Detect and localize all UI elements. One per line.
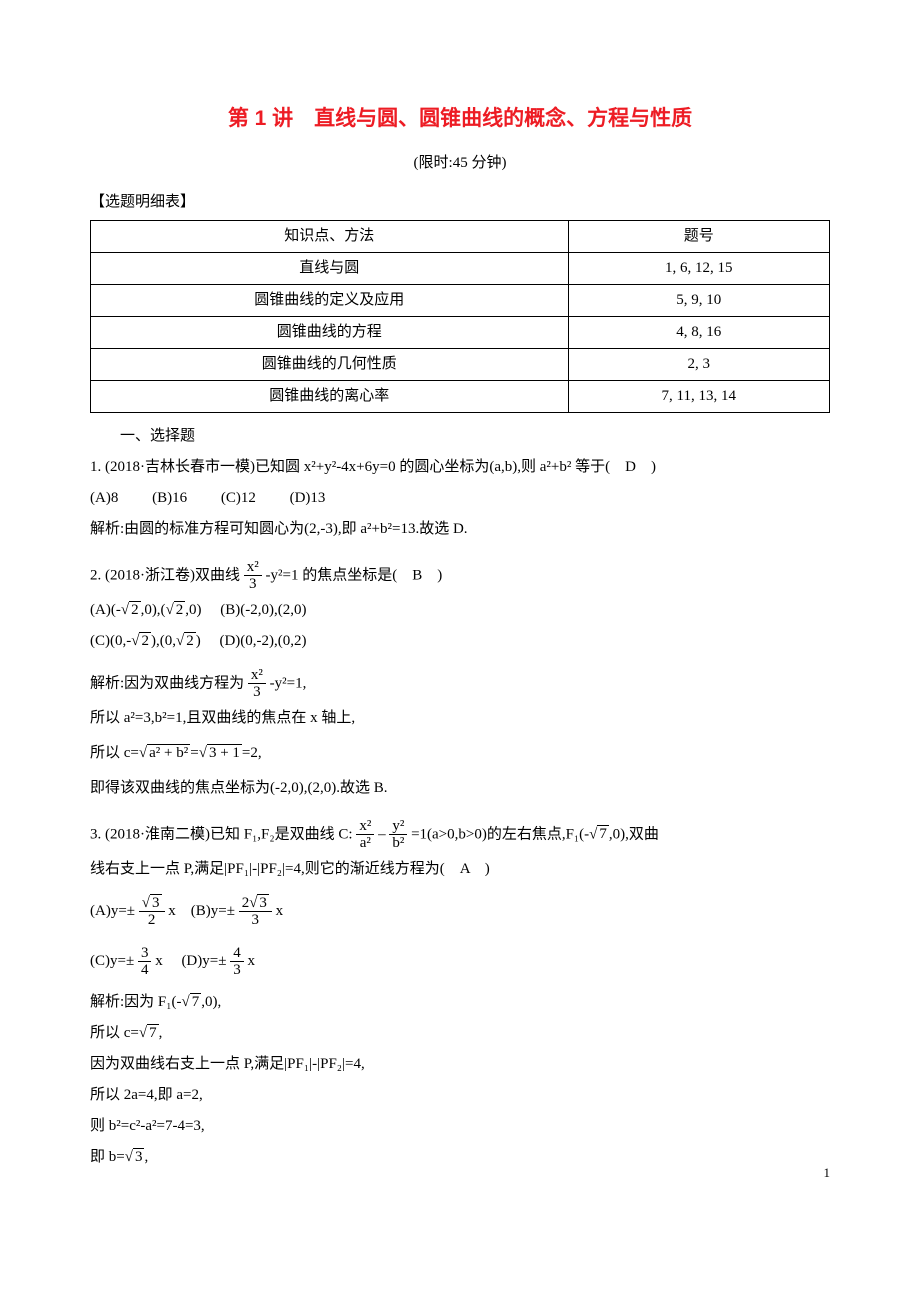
question-2-options-1: (A)(-√2,0),(√2,0) (B)(-2,0),(2,0) — [90, 597, 830, 624]
header-col-2: 题号 — [568, 220, 829, 252]
question-2-options-2: (C)(0,-√2),(0,√2) (D)(0,-2),(0,2) — [90, 628, 830, 655]
table-cell: 2, 3 — [568, 348, 829, 380]
question-3-line2: 线右支上一点 P,满足|PF₁|-|PF₂|=4,则它的渐近线方程为( A ) — [90, 856, 830, 883]
table-cell: 1, 6, 12, 15 — [568, 252, 829, 284]
table-header-row: 知识点、方法 题号 — [91, 220, 830, 252]
table-row: 圆锥曲线的离心率 7, 11, 13, 14 — [91, 380, 830, 412]
q2-frac-den: 3 — [244, 576, 262, 593]
q2-frac-num: x² — [244, 559, 262, 577]
option-c: (C)(0,-√2),(0,√2) — [90, 632, 204, 649]
question-3: 3. (2018·淮南二模)已知 F₁,F₂是双曲线 C: x² a² – y²… — [90, 818, 830, 852]
table-cell: 圆锥曲线的几何性质 — [91, 348, 569, 380]
table-cell: 直线与圆 — [91, 252, 569, 284]
table-row: 直线与圆 1, 6, 12, 15 — [91, 252, 830, 284]
option-d: (D)y=± 4 3 x — [181, 953, 255, 969]
option-d: (D)(0,-2),(0,2) — [219, 633, 306, 649]
q2-fraction: x² 3 — [244, 559, 262, 593]
q3-solution-1: 解析:因为 F₁(-√7,0), — [90, 989, 830, 1016]
q3-solution-5: 则 b²=c²-a²=7-4=3, — [90, 1113, 830, 1140]
q3-solution-4: 所以 2a=4,即 a=2, — [90, 1082, 830, 1109]
question-2: 2. (2018·浙江卷)双曲线 x² 3 -y²=1 的焦点坐标是( B ) — [90, 559, 830, 593]
table-row: 圆锥曲线的定义及应用 5, 9, 10 — [91, 284, 830, 316]
q3-solution-3: 因为双曲线右支上一点 P,满足|PF₁|-|PF₂|=4, — [90, 1051, 830, 1078]
q3-prefix: 3. (2018·淮南二模)已知 F₁,F₂是双曲线 C: — [90, 826, 353, 842]
option-c: (C)12 — [221, 485, 256, 512]
table-cell: 4, 8, 16 — [568, 316, 829, 348]
q3-solution-6: 即 b=√3, — [90, 1144, 830, 1171]
q3-solution-2: 所以 c=√7, — [90, 1020, 830, 1047]
q2-solution-2: 所以 a²=3,b²=1,且双曲线的焦点在 x 轴上, — [90, 705, 830, 732]
question-1-solution: 解析:由圆的标准方程可知圆心为(2,-3),即 a²+b²=13.故选 D. — [90, 516, 830, 543]
q2-solution-3: 所以 c=√a² + b²=√3 + 1=2, — [90, 740, 830, 767]
topic-table: 知识点、方法 题号 直线与圆 1, 6, 12, 15 圆锥曲线的定义及应用 5… — [90, 220, 830, 413]
time-limit: (限时:45 分钟) — [90, 150, 830, 177]
table-cell: 7, 11, 13, 14 — [568, 380, 829, 412]
q2-sol-fraction: x² 3 — [248, 667, 266, 701]
q3-fraction-2: y² b² — [389, 818, 407, 852]
q2-solution-4: 即得该双曲线的焦点坐标为(-2,0),(2,0).故选 B. — [90, 775, 830, 802]
question-1: 1. (2018·吉林长春市一模)已知圆 x²+y²-4x+6y=0 的圆心坐标… — [90, 454, 830, 481]
option-a: (A)y=± √3 2 x — [90, 903, 180, 919]
option-b: (B)y=± 2√3 3 x — [191, 903, 283, 919]
header-col-1: 知识点、方法 — [91, 220, 569, 252]
question-3-options-1: (A)y=± √3 2 x (B)y=± 2√3 3 x — [90, 895, 830, 929]
table-row: 圆锥曲线的几何性质 2, 3 — [91, 348, 830, 380]
table-cell: 5, 9, 10 — [568, 284, 829, 316]
option-a: (A)8 — [90, 485, 118, 512]
option-d: (D)13 — [290, 485, 326, 512]
table-cell: 圆锥曲线的定义及应用 — [91, 284, 569, 316]
q2-prefix: 2. (2018·浙江卷)双曲线 — [90, 567, 240, 583]
page-number: 1 — [824, 1161, 831, 1184]
q2-solution-1: 解析:因为双曲线方程为 x² 3 -y²=1, — [90, 667, 830, 701]
table-row: 圆锥曲线的方程 4, 8, 16 — [91, 316, 830, 348]
q3-fraction-1: x² a² — [356, 818, 374, 852]
option-b: (B)(-2,0),(2,0) — [220, 602, 306, 618]
option-c: (C)y=± 3 4 x — [90, 953, 166, 969]
table-cell: 圆锥曲线的方程 — [91, 316, 569, 348]
section-one-heading: 一、选择题 — [90, 423, 830, 450]
option-b: (B)16 — [152, 485, 187, 512]
q2-suffix: -y²=1 的焦点坐标是( B ) — [266, 567, 443, 583]
table-cell: 圆锥曲线的离心率 — [91, 380, 569, 412]
lesson-title: 第 1 讲 直线与圆、圆锥曲线的概念、方程与性质 — [90, 100, 830, 138]
question-1-options: (A)8 (B)16 (C)12 (D)13 — [90, 485, 830, 512]
question-3-options-2: (C)y=± 3 4 x (D)y=± 4 3 x — [90, 945, 830, 979]
table-label: 【选题明细表】 — [90, 189, 830, 216]
option-a: (A)(-√2,0),(√2,0) — [90, 601, 205, 618]
